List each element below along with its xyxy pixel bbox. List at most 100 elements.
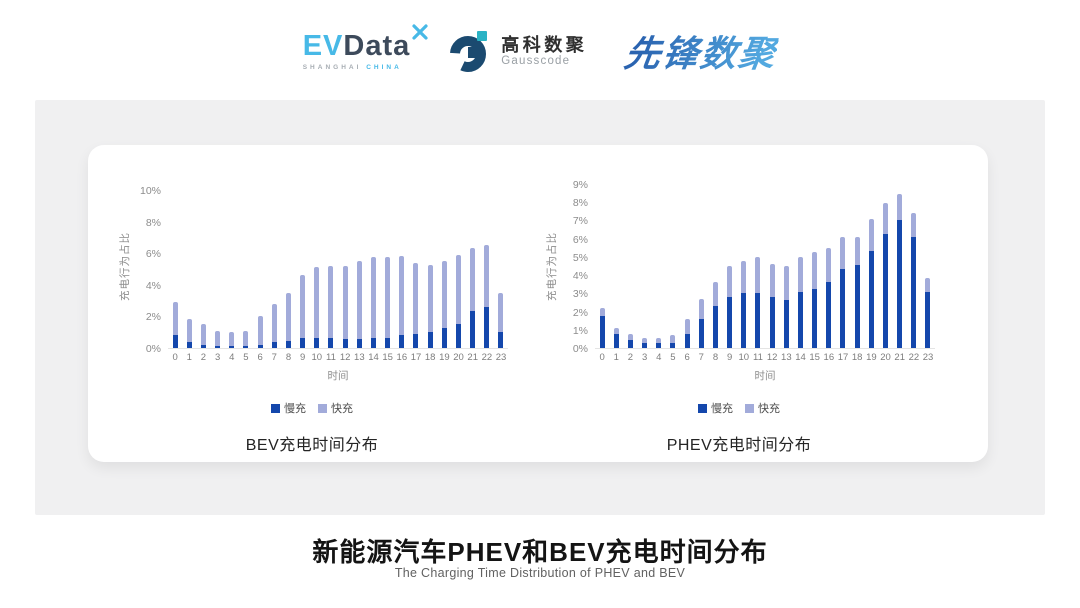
stacked-bar-hour-17 — [840, 236, 846, 348]
stacked-bar-hour-19 — [441, 261, 447, 348]
x-axis-title: 时间 — [754, 370, 776, 382]
stacked-bar-hour-9 — [727, 266, 733, 348]
bar-segment-快充 — [314, 266, 320, 338]
stacked-bar-hour-21 — [470, 247, 476, 348]
bar-segment-慢充 — [470, 310, 476, 348]
x-axis-tick-label: 11 — [326, 352, 336, 363]
gausscode-logo: 高科数聚 Gausscode — [448, 29, 587, 73]
stacked-bar-hour-11 — [755, 256, 761, 348]
stacked-bar-hour-14 — [370, 257, 376, 348]
stacked-bar-hour-9 — [300, 275, 306, 348]
x-axis-tick-label: 5 — [670, 352, 676, 363]
stacked-bar-hour-7 — [698, 298, 704, 348]
main-subtitle: The Charging Time Distribution of PHEV a… — [394, 566, 686, 580]
x-axis-tick-label: 11 — [753, 352, 763, 363]
x-axis-title: 时间 — [327, 370, 349, 382]
y-axis-tick-label: 2% — [572, 306, 588, 319]
bar-segment-慢充 — [854, 265, 860, 348]
bar-segment-快充 — [826, 247, 832, 283]
legend-label: 快充 — [758, 403, 780, 415]
x-axis-tick-label: 4 — [656, 352, 662, 363]
stacked-bar-hour-12 — [342, 265, 348, 348]
bar-segment-快充 — [642, 338, 648, 344]
stacked-bar-hour-2 — [627, 334, 633, 348]
y-axis-tick-label: 7% — [572, 215, 588, 228]
gausscode-g-icon — [450, 31, 488, 72]
bar-segment-慢充 — [797, 291, 803, 348]
bar-segment-慢充 — [200, 344, 206, 348]
x-axis-tick-label: 13 — [781, 352, 792, 363]
x-axis-tick-label: 4 — [229, 352, 235, 363]
stacked-bar-hour-4 — [229, 332, 235, 348]
stacked-bar-hour-23 — [498, 292, 504, 348]
bar-segment-快充 — [599, 307, 605, 317]
bar-segment-快充 — [868, 218, 874, 251]
evdata-wordmark: EVData — [303, 24, 428, 61]
legend-swatch — [745, 403, 754, 413]
stacked-bar-hour-17 — [413, 262, 419, 348]
stacked-bar-hour-16 — [826, 247, 832, 348]
x-axis-tick-label: 23 — [495, 352, 507, 363]
bar-segment-快充 — [498, 292, 504, 333]
charts-card: 充电行为占比 0% 2% 4% 6% 8% 10% 0 1 2 3 4 5 6 7 8 9 10 11 12 13 1… — [88, 145, 988, 462]
bar-segment-快充 — [200, 324, 206, 345]
pioneer-data-logo: 先锋数聚 — [622, 25, 781, 77]
x-axis-tick-label: 23 — [922, 352, 934, 363]
stacked-bar-hour-10 — [314, 266, 320, 348]
stacked-bar-hour-12 — [769, 264, 775, 348]
stacked-bar-hour-20 — [882, 203, 888, 348]
y-axis-tick-label: 2% — [145, 311, 161, 324]
bar-segment-快充 — [257, 316, 263, 345]
bar-segment-慢充 — [882, 234, 888, 348]
bar-segment-快充 — [812, 252, 818, 289]
bar-segment-快充 — [470, 247, 476, 311]
bar-segment-慢充 — [769, 296, 775, 348]
bar-segment-快充 — [613, 327, 619, 335]
x-axis-tick-label: 16 — [396, 352, 408, 363]
stacked-bar-hour-11 — [328, 265, 334, 348]
y-axis-tick-label: 9% — [572, 179, 588, 191]
stacked-bar-hour-3 — [642, 338, 648, 348]
bar-segment-慢充 — [385, 337, 391, 348]
stacked-bar-hour-0 — [172, 302, 178, 348]
x-axis-tick-label: 12 — [766, 352, 778, 363]
evdata-subtitle: SHANGHAI CHINA — [303, 64, 411, 71]
stacked-bar-hour-23 — [925, 277, 931, 348]
stacked-bar-hour-2 — [200, 324, 206, 348]
x-axis-tick-label: 9 — [726, 352, 733, 363]
stacked-bar-hour-22 — [911, 213, 917, 348]
y-axis-tick-label: 8% — [145, 216, 161, 229]
bar-segment-快充 — [712, 281, 718, 307]
y-axis-tick-label: 0% — [145, 343, 161, 355]
stacked-bar-hour-18 — [854, 236, 860, 348]
bar-segment-快充 — [755, 256, 761, 294]
bar-segment-慢充 — [215, 345, 221, 348]
bar-segment-慢充 — [356, 338, 362, 348]
bar-segment-快充 — [342, 265, 348, 339]
phev-y-axis-ticks: 0% 1% 2% 3% 4% 5% 6% 7% 8% 9% — [559, 179, 595, 355]
x-axis-tick-label: 18 — [424, 352, 436, 363]
bar-segment-慢充 — [642, 343, 648, 348]
bar-segment-慢充 — [684, 334, 690, 348]
x-axis-tick-label: 2 — [200, 352, 207, 363]
bar-segment-快充 — [271, 303, 277, 343]
bar-segment-慢充 — [911, 236, 917, 348]
bev-plot-row: 充电行为占比 0% 2% 4% 6% 8% 10% — [116, 183, 516, 355]
bar-segment-快充 — [897, 194, 903, 221]
stacked-bar-hour-1 — [186, 318, 192, 348]
phev-chart: 充电行为占比 0% 1% 2% 3% 4% 5% 6% 7% 8% 9% 0 1 2 3 4 5 6 7 8 9 10… — [543, 179, 943, 455]
evdata-x-mark-icon — [412, 24, 428, 40]
bar-segment-慢充 — [427, 332, 433, 348]
bev-x-axis-ticks: 0 1 2 3 4 5 6 7 8 9 10 11 12 13 14 15 16 17 18 19 20 21 22 23 — [168, 352, 508, 363]
bar-segment-慢充 — [627, 339, 633, 348]
x-axis-tick-label: 15 — [809, 352, 820, 363]
y-axis-tick-label: 1% — [572, 324, 588, 337]
x-axis-tick-label: 8 — [285, 352, 292, 363]
stacked-bar-hour-1 — [613, 327, 619, 348]
stacked-bar-hour-15 — [812, 252, 818, 348]
bar-segment-快充 — [797, 256, 803, 292]
bar-segment-慢充 — [328, 337, 334, 348]
x-axis-tick-label: 19 — [439, 352, 450, 363]
bar-segment-慢充 — [413, 333, 419, 348]
stacked-bar-hour-6 — [257, 316, 263, 348]
